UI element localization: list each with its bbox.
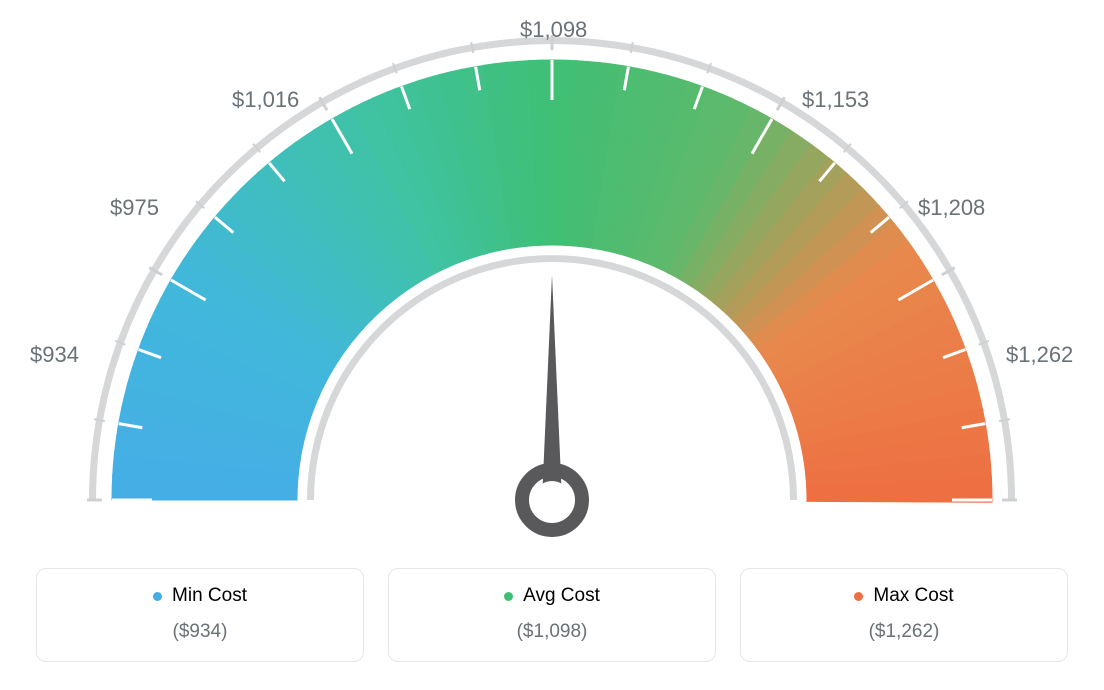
legend-value-min: ($934) bbox=[49, 621, 351, 643]
gauge-tick-label: $1,208 bbox=[918, 195, 985, 221]
gauge-tick-label: $1,153 bbox=[802, 87, 869, 113]
gauge-tick-label: $1,016 bbox=[232, 87, 299, 113]
legend-card-avg: Avg Cost ($1,098) bbox=[388, 568, 716, 662]
legend-row: Min Cost ($934) Avg Cost ($1,098) Max Co… bbox=[0, 568, 1104, 662]
legend-card-min: Min Cost ($934) bbox=[36, 568, 364, 662]
gauge-svg bbox=[0, 0, 1104, 560]
legend-title-min: Min Cost bbox=[153, 585, 247, 607]
legend-title-avg: Avg Cost bbox=[504, 585, 600, 607]
dot-icon-min bbox=[153, 592, 162, 601]
gauge-container: $934 $975 $1,016 $1,098 $1,153 $1,208 $1,262 bbox=[0, 0, 1104, 560]
legend-value-avg: ($1,098) bbox=[401, 621, 703, 643]
gauge-tick-label: $975 bbox=[110, 195, 159, 221]
legend-title-max: Max Cost bbox=[854, 585, 953, 607]
dot-icon-avg bbox=[504, 592, 513, 601]
legend-label-avg: Avg Cost bbox=[523, 585, 600, 607]
gauge-tick-label: $1,098 bbox=[520, 17, 587, 43]
gauge-tick-label: $934 bbox=[30, 342, 79, 368]
gauge-tick-label: $1,262 bbox=[1006, 342, 1073, 368]
legend-label-max: Max Cost bbox=[873, 585, 953, 607]
dot-icon-max bbox=[854, 592, 863, 601]
legend-card-max: Max Cost ($1,262) bbox=[740, 568, 1068, 662]
legend-value-max: ($1,262) bbox=[753, 621, 1055, 643]
legend-label-min: Min Cost bbox=[172, 585, 247, 607]
